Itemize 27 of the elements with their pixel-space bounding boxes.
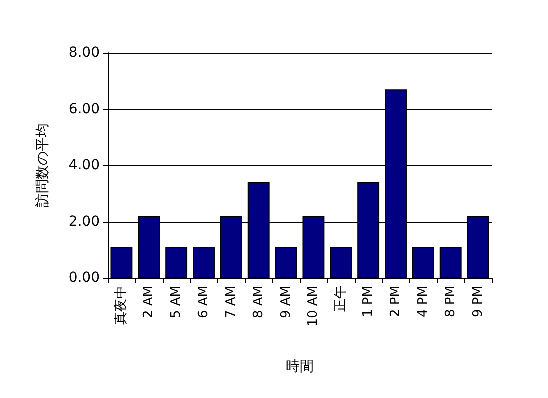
bar (166, 247, 188, 278)
bar (330, 247, 352, 278)
x-tick-label: 2 PM (388, 286, 404, 318)
x-tick-label: 5 AM (169, 286, 184, 319)
bar (412, 247, 434, 278)
x-tick-label: 6 AM (196, 286, 212, 319)
x-tick-label: 8 AM (251, 286, 266, 319)
bar (193, 247, 215, 278)
y-tick-label: 2.00 (68, 214, 100, 230)
y-tick-label: 0.00 (68, 270, 100, 286)
x-axis-title: 時間 (286, 359, 314, 375)
x-tick-label: 1 PM (361, 286, 376, 318)
x-tick-label: 真夜中 (113, 286, 130, 325)
x-tick-label: 9 PM (470, 286, 486, 318)
x-tick-label: 2 AM (142, 286, 157, 319)
x-tick-label: 7 AM (224, 286, 239, 319)
y-tick-label: 6.00 (68, 101, 100, 118)
x-tick-label: 10 AM (306, 286, 322, 327)
bar (275, 247, 298, 278)
x-tick-label: 4 PM (416, 286, 431, 318)
x-tick-label: 正午 (334, 286, 349, 312)
x-tick-label: 9 AM (278, 286, 294, 319)
y-tick-label: 4.00 (68, 158, 100, 174)
y-axis-title: 訪問数の平均 (35, 124, 51, 208)
x-tick-label: 8 PM (443, 286, 458, 318)
y-tick-label: 8.00 (68, 45, 100, 61)
bar (440, 247, 462, 278)
